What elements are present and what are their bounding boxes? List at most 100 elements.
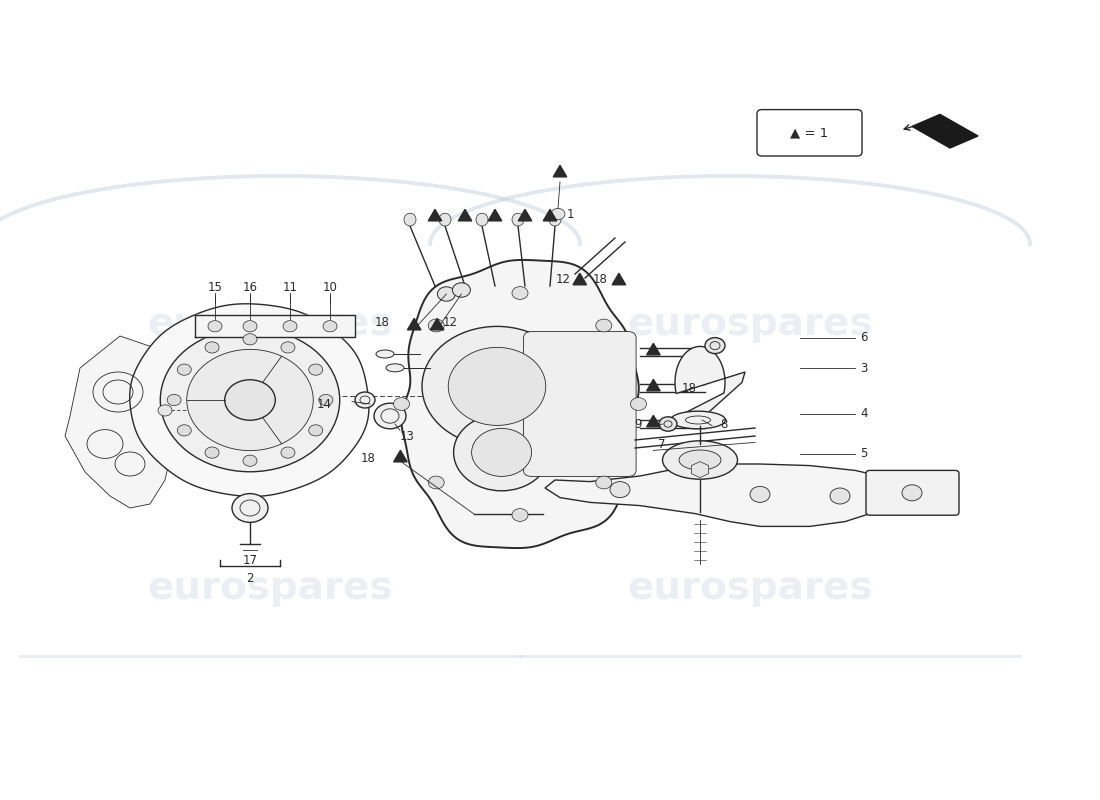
Text: 13: 13: [400, 430, 415, 442]
Circle shape: [830, 488, 850, 504]
Circle shape: [453, 414, 550, 490]
Text: 17: 17: [242, 554, 257, 566]
Circle shape: [309, 425, 322, 436]
Circle shape: [243, 455, 257, 466]
Polygon shape: [647, 379, 660, 391]
Polygon shape: [130, 304, 368, 497]
Ellipse shape: [355, 392, 375, 408]
Text: 3: 3: [860, 362, 868, 374]
Circle shape: [659, 417, 676, 431]
Text: 9: 9: [635, 418, 642, 430]
FancyBboxPatch shape: [866, 470, 959, 515]
Circle shape: [243, 334, 257, 345]
Circle shape: [323, 321, 337, 332]
Circle shape: [280, 447, 295, 458]
Ellipse shape: [662, 441, 737, 479]
Polygon shape: [518, 210, 531, 221]
Circle shape: [283, 321, 297, 332]
Polygon shape: [647, 343, 660, 355]
Circle shape: [596, 319, 612, 332]
Text: eurospares: eurospares: [147, 569, 393, 607]
Ellipse shape: [404, 214, 416, 226]
Circle shape: [208, 321, 222, 332]
Circle shape: [512, 509, 528, 522]
Polygon shape: [675, 346, 745, 420]
Polygon shape: [195, 315, 355, 338]
Circle shape: [177, 364, 191, 375]
Text: 5: 5: [860, 447, 868, 460]
FancyBboxPatch shape: [524, 332, 636, 477]
Circle shape: [428, 319, 444, 332]
Circle shape: [167, 394, 182, 406]
Circle shape: [280, 342, 295, 353]
Text: eurospares: eurospares: [627, 569, 872, 607]
Circle shape: [630, 398, 647, 410]
Text: 4: 4: [860, 407, 868, 420]
Text: 18: 18: [361, 453, 375, 466]
Polygon shape: [543, 210, 557, 221]
Ellipse shape: [679, 450, 721, 470]
Text: 18: 18: [593, 274, 607, 286]
Polygon shape: [553, 166, 566, 177]
Ellipse shape: [671, 411, 726, 429]
Ellipse shape: [476, 214, 488, 226]
Polygon shape: [407, 318, 421, 330]
Polygon shape: [544, 464, 892, 526]
Polygon shape: [488, 210, 502, 221]
Ellipse shape: [439, 214, 451, 226]
Circle shape: [596, 476, 612, 489]
Circle shape: [187, 350, 313, 450]
Polygon shape: [65, 336, 175, 508]
Polygon shape: [573, 274, 586, 285]
Text: 12: 12: [556, 274, 571, 286]
Text: 11: 11: [283, 281, 297, 294]
Ellipse shape: [386, 364, 404, 372]
Ellipse shape: [374, 403, 406, 429]
Text: ▲ = 1: ▲ = 1: [791, 126, 828, 139]
FancyBboxPatch shape: [757, 110, 862, 156]
Circle shape: [705, 338, 725, 354]
Ellipse shape: [512, 214, 524, 226]
Polygon shape: [459, 210, 472, 221]
Text: 15: 15: [208, 281, 222, 294]
Text: 18: 18: [681, 382, 696, 394]
Circle shape: [224, 380, 275, 420]
Circle shape: [205, 342, 219, 353]
Circle shape: [232, 494, 268, 522]
Circle shape: [319, 394, 333, 406]
Polygon shape: [612, 274, 626, 285]
Circle shape: [428, 476, 444, 489]
Ellipse shape: [452, 282, 471, 297]
Circle shape: [205, 447, 219, 458]
Ellipse shape: [158, 405, 172, 416]
Polygon shape: [394, 450, 407, 462]
Circle shape: [902, 485, 922, 501]
Circle shape: [177, 425, 191, 436]
Circle shape: [610, 482, 630, 498]
Circle shape: [449, 347, 546, 426]
Text: 7: 7: [658, 438, 666, 450]
Circle shape: [394, 398, 409, 410]
Text: 10: 10: [322, 281, 338, 294]
Polygon shape: [647, 415, 660, 427]
Text: 2: 2: [246, 572, 254, 585]
Polygon shape: [430, 318, 444, 330]
Text: eurospares: eurospares: [147, 305, 393, 343]
Circle shape: [243, 321, 257, 332]
Text: 12: 12: [442, 317, 458, 330]
Polygon shape: [402, 260, 639, 548]
Text: eurospares: eurospares: [627, 305, 872, 343]
Ellipse shape: [551, 208, 565, 219]
Text: 16: 16: [242, 281, 257, 294]
Circle shape: [512, 286, 528, 299]
Polygon shape: [912, 114, 978, 148]
Text: 14: 14: [317, 398, 332, 410]
Circle shape: [161, 328, 340, 472]
Circle shape: [422, 326, 572, 446]
Circle shape: [750, 486, 770, 502]
Text: 18: 18: [374, 317, 389, 330]
Ellipse shape: [438, 286, 455, 301]
Circle shape: [472, 429, 531, 476]
Text: 8: 8: [720, 418, 727, 430]
Circle shape: [309, 364, 322, 375]
